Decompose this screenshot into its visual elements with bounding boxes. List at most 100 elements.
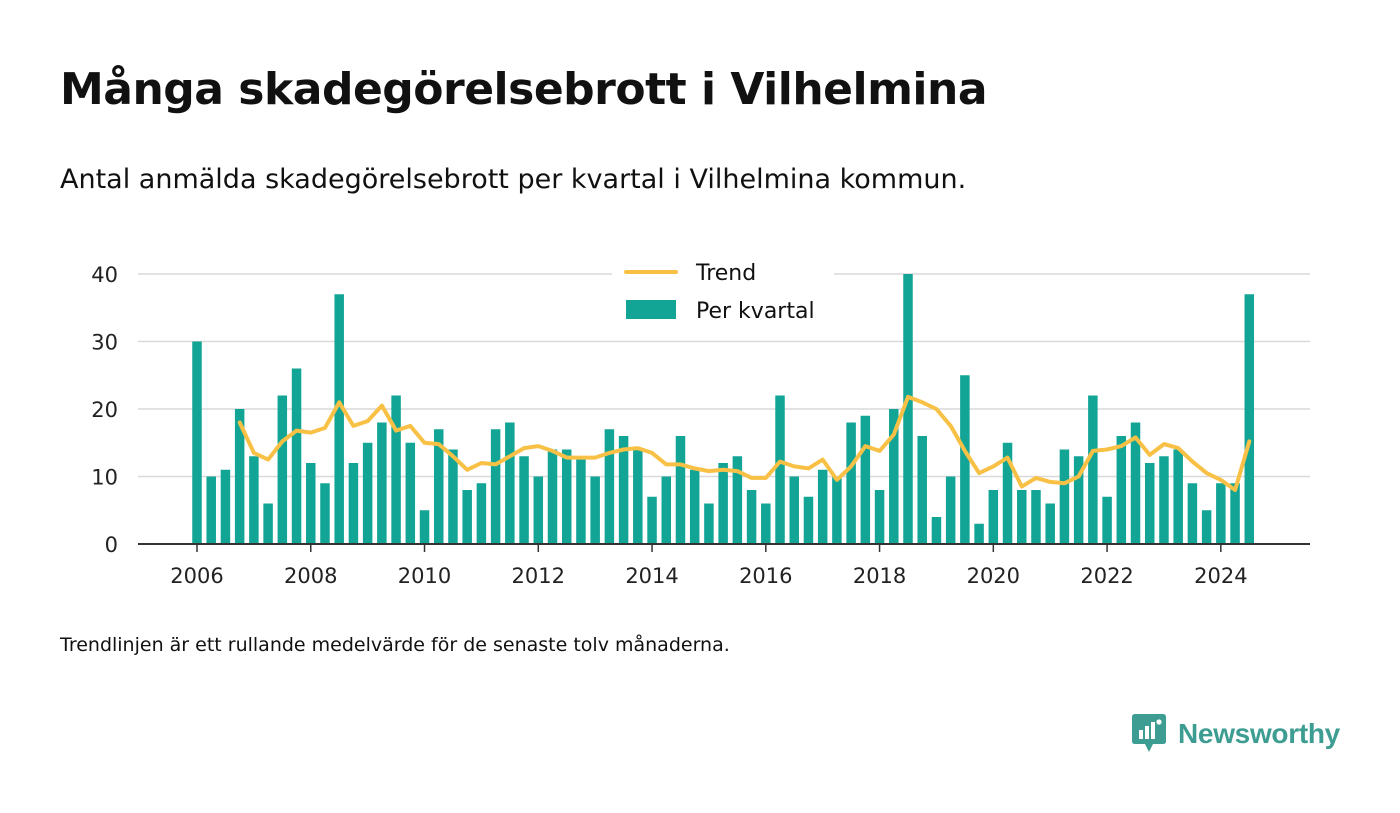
bar (533, 476, 544, 544)
bar (263, 503, 273, 544)
x-tick-label: 2014 (625, 564, 678, 588)
bar (405, 442, 416, 544)
chart-title: Många skadegörelsebrott i Vilhelmina (60, 64, 988, 115)
bar (775, 395, 785, 544)
bar-line-chart: 0 10 20 30 40 2006 2008 2010 2012 2014 2016 2018 202… (91, 252, 1310, 588)
bar (277, 395, 288, 544)
bar (1102, 496, 1112, 544)
bar (476, 483, 487, 544)
bar (931, 517, 942, 544)
bar (334, 294, 344, 544)
bar (917, 436, 927, 544)
bar (604, 429, 615, 544)
legend: Trend Per kvartal (612, 252, 834, 332)
bar (1073, 456, 1084, 544)
bar (1216, 483, 1226, 544)
bar (846, 422, 856, 544)
x-tick-label: 2016 (739, 564, 792, 588)
x-tick-label: 2020 (967, 564, 1020, 588)
x-tick-label: 2012 (512, 564, 565, 588)
bar (1244, 294, 1255, 544)
bar (1059, 449, 1070, 544)
bar (1230, 483, 1240, 544)
newsworthy-logo-icon (1132, 714, 1166, 752)
bar (1017, 490, 1027, 544)
bar (505, 422, 515, 544)
bar (590, 476, 600, 544)
bar (1173, 449, 1183, 544)
y-tick-label: 30 (91, 331, 118, 355)
bar (704, 503, 714, 544)
legend-trend-label: Trend (695, 261, 756, 286)
bar (832, 476, 842, 544)
bar (732, 456, 743, 544)
bar (377, 422, 387, 544)
bar (675, 436, 686, 544)
bar (462, 490, 472, 544)
bar (433, 429, 444, 544)
bar (633, 449, 643, 544)
bar (974, 523, 984, 544)
chart-subtitle: Antal anmälda skadegörelsebrott per kvar… (60, 164, 967, 195)
bar (945, 476, 956, 544)
x-tick-label: 2008 (284, 564, 337, 588)
bar (1002, 442, 1013, 544)
bar (192, 341, 202, 544)
bar (718, 463, 728, 544)
bar (889, 409, 899, 544)
x-tick-label: 2006 (170, 564, 223, 588)
y-tick-label: 20 (91, 398, 118, 422)
legend-bar-label: Per kvartal (696, 299, 815, 324)
bar (220, 469, 231, 544)
bar (490, 429, 501, 544)
y-tick-label: 40 (91, 263, 118, 287)
bar (874, 490, 885, 544)
trend-line (237, 394, 1252, 492)
bar (306, 463, 316, 544)
brand-name: Newsworthy (1178, 718, 1340, 749)
bar (320, 483, 330, 544)
bar (988, 490, 999, 544)
bar (860, 415, 871, 544)
brand-logo[interactable]: Newsworthy (1132, 712, 1340, 756)
bar (1159, 456, 1169, 544)
bar (1201, 510, 1212, 544)
bar (761, 503, 771, 544)
x-tick-label: 2024 (1194, 564, 1247, 588)
bar (234, 409, 245, 544)
bar (448, 449, 458, 544)
x-tick-label: 2010 (398, 564, 451, 588)
bar (618, 436, 629, 544)
bar (419, 510, 430, 544)
bar (1045, 503, 1055, 544)
bar (1031, 490, 1041, 544)
bar (960, 375, 970, 544)
bar (1116, 436, 1127, 544)
bar-series (192, 274, 1255, 544)
bar (561, 449, 572, 544)
bar (903, 274, 913, 544)
bar (1144, 463, 1155, 544)
bar (249, 456, 259, 544)
bar (206, 476, 216, 544)
axes: 0 10 20 30 40 2006 2008 2010 2012 2014 2016 2018 202… (91, 263, 1310, 588)
bar (647, 496, 657, 544)
bar (348, 463, 359, 544)
legend-bar-swatch (626, 300, 676, 319)
bar (789, 476, 799, 544)
bar (1088, 395, 1098, 544)
y-tick-label: 10 (91, 466, 118, 490)
bar (689, 469, 700, 544)
bar (1130, 422, 1141, 544)
footnote: Trendlinjen är ett rullande medelvärde f… (60, 634, 730, 656)
bar (817, 469, 828, 544)
bar (519, 456, 529, 544)
bar (547, 449, 558, 544)
trend-series (237, 394, 1252, 492)
bar (362, 442, 373, 544)
bar (746, 490, 757, 544)
bar (291, 368, 302, 544)
bar (576, 456, 586, 544)
x-tick-label: 2022 (1080, 564, 1133, 588)
bar (391, 395, 401, 544)
